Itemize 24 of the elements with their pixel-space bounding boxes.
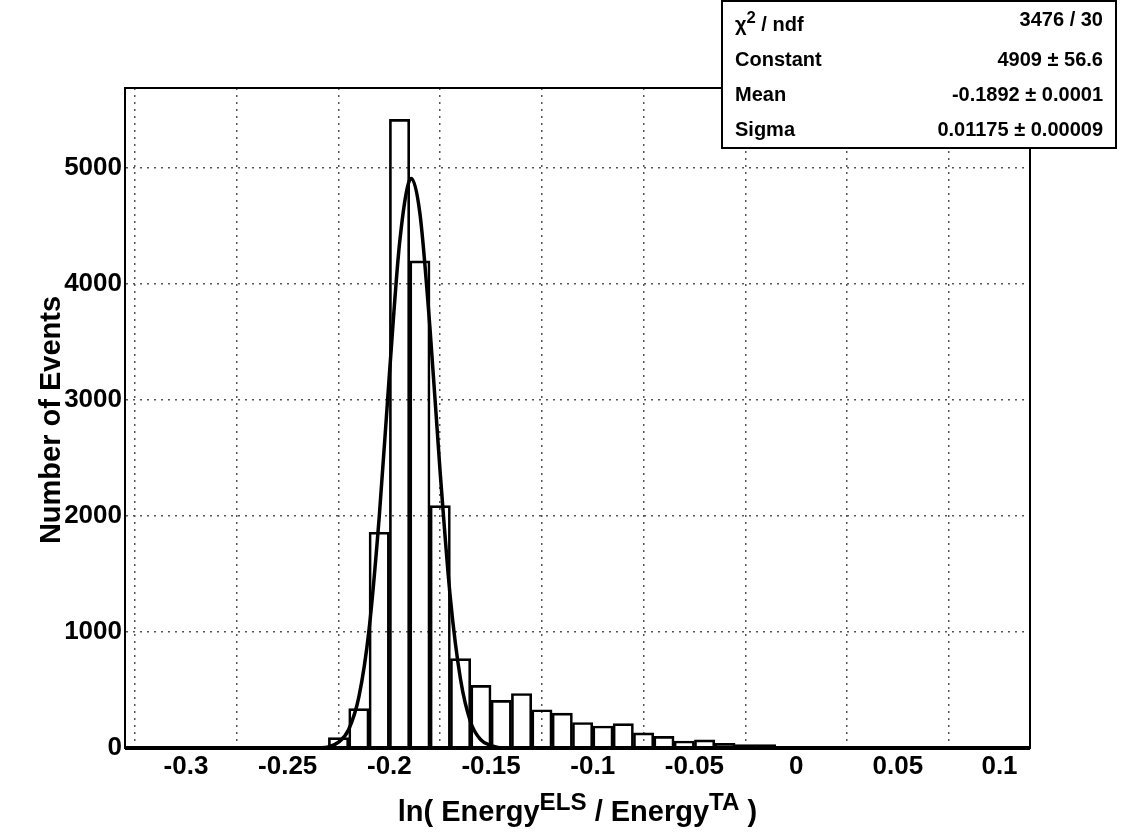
text: χ$^{2}$ / ndf	[735, 8, 805, 36]
x-tick-label: -0.05	[664, 749, 725, 780]
y-tick-label: 1000	[64, 615, 122, 646]
text: Constant	[735, 47, 823, 71]
annotation: Mean	[735, 82, 788, 106]
x-tick-label: -0.1	[570, 749, 616, 780]
x-tick-label: 0	[788, 749, 804, 780]
annotation: -0.1892 ± 0.0001	[950, 82, 1103, 106]
annotation: Sigma	[735, 117, 797, 141]
y-tick-label: 3000	[64, 383, 122, 414]
x-axis-title: ln( Energy$^{ELS}$ / Energy$^{TA}$ )	[396, 788, 759, 828]
y-tick-label: 5000	[64, 151, 122, 182]
x-tick-label: -0.25	[258, 749, 318, 780]
x-tick-label: 0.05	[872, 749, 924, 780]
x-tick-label: -0.2	[366, 749, 412, 780]
x-tick-label: 0.1	[981, 749, 1018, 780]
x-tick-label: -0.3	[163, 749, 209, 780]
text: 3476 / 30	[1018, 8, 1103, 32]
y-tick-label: 4000	[64, 267, 122, 298]
y-axis-title: Number of Events	[33, 295, 66, 545]
text: 4909 ± 56.6	[996, 47, 1103, 71]
x-tick-label: -0.15	[461, 749, 521, 780]
y-tick-label: 2000	[64, 499, 122, 530]
annotation: 0.01175 ± 0.00009	[936, 117, 1103, 141]
